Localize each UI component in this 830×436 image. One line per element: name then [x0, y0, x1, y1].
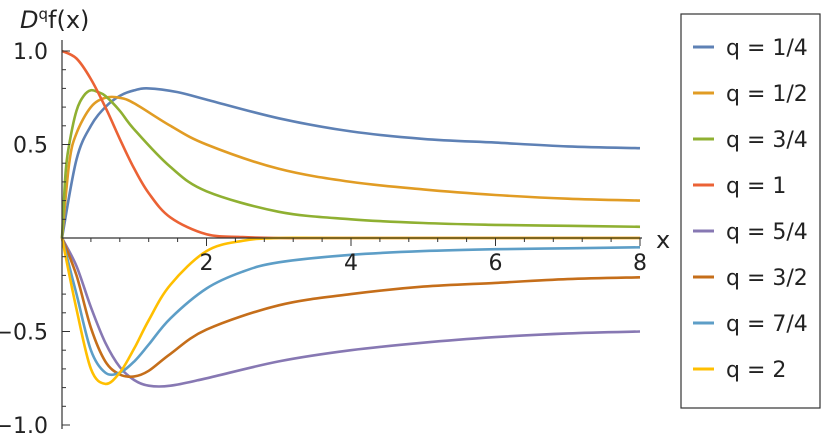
x-tick-label: 8	[633, 251, 647, 276]
legend-items: q = 1/4 q = 1/2 q = 3/4 q = 1 q = 5/4 q = 3/2…	[693, 36, 808, 383]
y-tick-label: 1.0	[13, 40, 48, 65]
legend-label: q = 3/2	[726, 266, 808, 291]
x-tick-label: 2	[200, 251, 214, 276]
plot-curves	[60, 49, 641, 388]
series-line-2	[60, 95, 641, 239]
y-tick-label: −0.5	[0, 321, 48, 346]
series-line-1	[60, 87, 641, 239]
legend-label: q = 2	[726, 358, 786, 383]
legend-label: q = 1/2	[726, 82, 808, 107]
y-tick-label: −1.0	[0, 414, 48, 436]
legend: q = 1/4 q = 1/2 q = 3/4 q = 1 q = 5/4 q = 3/2…	[680, 13, 821, 409]
series-line-7	[60, 237, 641, 377]
y-axis-label: Dqf(x)	[20, 5, 89, 34]
legend-label: q = 5/4	[726, 220, 808, 245]
x-tick-label: 6	[489, 251, 503, 276]
legend-label: q = 3/4	[726, 128, 808, 153]
axis-ticks: 2 4 6 8 1.0 0.5 −0.5 −1.0	[0, 40, 647, 436]
y-tick-label: 0.5	[13, 134, 48, 159]
series-line-5	[60, 237, 641, 388]
series-line-6	[60, 237, 641, 379]
axes	[61, 40, 642, 429]
legend-box	[680, 13, 821, 409]
x-tick-label: 4	[344, 251, 358, 276]
legend-label: q = 7/4	[726, 312, 808, 337]
legend-label: q = 1/4	[726, 36, 808, 61]
legend-label: q = 1	[726, 174, 786, 199]
x-axis-label: x	[656, 226, 670, 254]
series-line-3	[60, 88, 641, 239]
